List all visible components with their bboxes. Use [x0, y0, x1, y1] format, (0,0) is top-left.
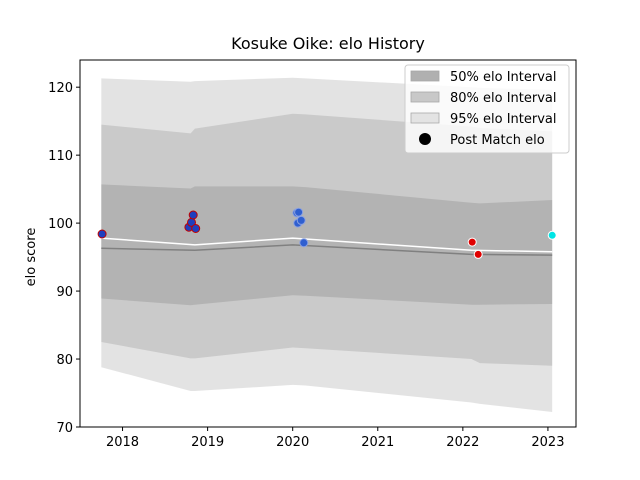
- legend-swatch: [410, 112, 440, 124]
- data-point: [294, 207, 304, 217]
- y-axis-label: elo score: [24, 228, 39, 287]
- data-point: [547, 230, 557, 240]
- y-tick-label: 80: [56, 353, 73, 368]
- data-point: [296, 215, 306, 225]
- legend-swatch: [410, 91, 440, 103]
- legend-label: 95% elo Interval: [450, 112, 557, 127]
- legend-box: [404, 64, 570, 154]
- data-point: [188, 210, 198, 220]
- band-50: [101, 184, 553, 306]
- legend-label: 80% elo Interval: [450, 91, 557, 106]
- y-tick-label: 90: [56, 285, 73, 300]
- y-tick-label: 70: [56, 421, 73, 436]
- axis-ticks: 2018 2019 2020 2021 2022 2023 70 80 90 100 110 120: [48, 81, 564, 450]
- mean-line: [101, 237, 553, 253]
- data-point: [299, 238, 309, 248]
- legend: 50% elo Interval 80% elo Interval 95% elo …: [404, 64, 570, 154]
- x-tick-label: 2021: [361, 435, 394, 450]
- data-point: [97, 229, 107, 239]
- legend-label: Post Match elo: [450, 133, 545, 148]
- plot-frame: [79, 59, 577, 428]
- legend-swatch: [410, 70, 440, 82]
- y-tick-label: 120: [48, 81, 73, 96]
- legend-marker: [419, 133, 431, 145]
- post-match-points: [97, 207, 557, 259]
- data-point: [473, 249, 483, 259]
- band-95: [101, 77, 553, 412]
- x-tick-label: 2018: [106, 435, 139, 450]
- x-tick-label: 2020: [276, 435, 309, 450]
- y-tick-label: 110: [48, 149, 73, 164]
- x-tick-label: 2022: [446, 435, 479, 450]
- median-line: [101, 244, 553, 256]
- x-tick-label: 2019: [191, 435, 224, 450]
- x-tick-label: 2023: [531, 435, 564, 450]
- legend-label: 50% elo Interval: [450, 70, 557, 85]
- data-point: [191, 224, 201, 233]
- chart-title: Kosuke Oike: elo History: [231, 34, 425, 53]
- y-tick-label: 100: [48, 217, 73, 232]
- trend-lines: [101, 237, 553, 256]
- data-point: [467, 237, 477, 247]
